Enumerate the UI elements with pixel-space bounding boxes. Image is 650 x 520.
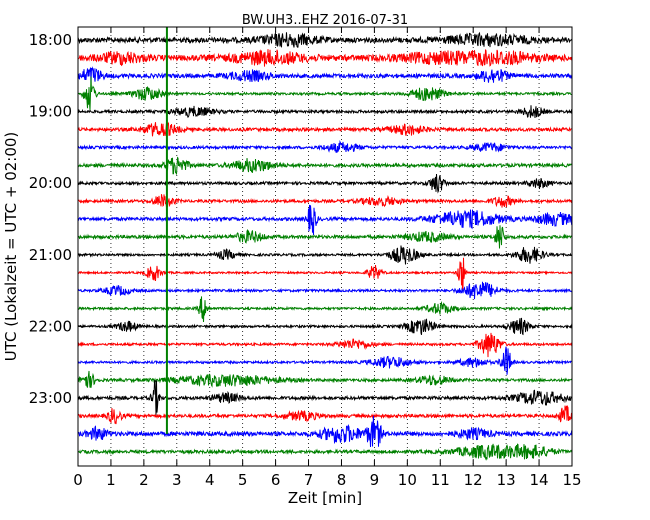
seismogram-trace: [77, 281, 573, 300]
seismogram-trace: [77, 296, 573, 323]
seismogram-trace: [77, 257, 573, 292]
y-tick-label: 19:00: [29, 103, 72, 121]
y-tick-label: 20:00: [29, 174, 72, 192]
y-tick-label: 21:00: [29, 246, 72, 264]
seismogram-trace: [77, 204, 573, 236]
seismogram-trace: [77, 346, 573, 375]
x-tick-label: 15: [562, 471, 581, 489]
seismogram-trace: [77, 140, 573, 153]
seismogram-trace: [77, 225, 573, 249]
seismogram-trace: [77, 156, 573, 175]
y-axis-label: UTC (Lokalzeit = UTC + 02:00): [2, 132, 20, 362]
x-tick-label: 2: [139, 471, 149, 489]
seismogram-trace: [77, 76, 573, 111]
seismogram-trace: [77, 370, 573, 388]
x-tick-label: 8: [337, 471, 347, 489]
x-axis-ticks: 0 1 2 3 4 5 6 7 8 9 10 11 12 13 14 15: [73, 27, 582, 489]
seismogram-trace: [77, 31, 573, 48]
chart-title: BW.UH3..EHZ 2016-07-31: [242, 13, 408, 28]
x-tick-label: 14: [530, 471, 549, 489]
y-tick-label: 23:00: [29, 389, 72, 407]
seismogram-trace: [77, 173, 573, 194]
seismogram-trace: [77, 121, 573, 137]
x-tick-label: 6: [271, 471, 281, 489]
x-tick-label: 13: [497, 471, 516, 489]
seismogram-trace: [77, 443, 573, 461]
x-tick-label: 0: [73, 471, 83, 489]
y-tick-label: 22:00: [29, 317, 72, 335]
seismogram-trace: [77, 379, 573, 416]
x-tick-label: 10: [398, 471, 417, 489]
plot-frame: [77, 26, 573, 467]
seismogram-trace: [77, 194, 573, 208]
x-tick-label: 7: [304, 471, 314, 489]
seismogram-traces: [77, 31, 573, 461]
seismogram-trace: [77, 66, 573, 84]
seismogram-trace: [77, 332, 573, 358]
x-tick-label: 3: [172, 471, 182, 489]
x-tick-label: 4: [205, 471, 215, 489]
x-tick-label: 1: [106, 471, 116, 489]
y-axis-ticks: 18:00 19:00 20:00 21:00 22:00 23:00: [29, 31, 84, 407]
x-tick-label: 12: [464, 471, 483, 489]
x-axis-label: Zeit [min]: [288, 489, 362, 507]
x-tick-label: 9: [370, 471, 380, 489]
seismogram-trace: [77, 415, 573, 447]
seismogram-trace: [77, 404, 573, 425]
seismogram-trace: [77, 317, 573, 336]
y-tick-label: 18:00: [29, 31, 72, 49]
x-tick-label: 5: [238, 471, 248, 489]
seismogram-trace: [77, 245, 573, 265]
seismogram-trace: [77, 105, 573, 119]
x-tick-label: 11: [431, 471, 450, 489]
seismogram-trace: [77, 49, 573, 67]
